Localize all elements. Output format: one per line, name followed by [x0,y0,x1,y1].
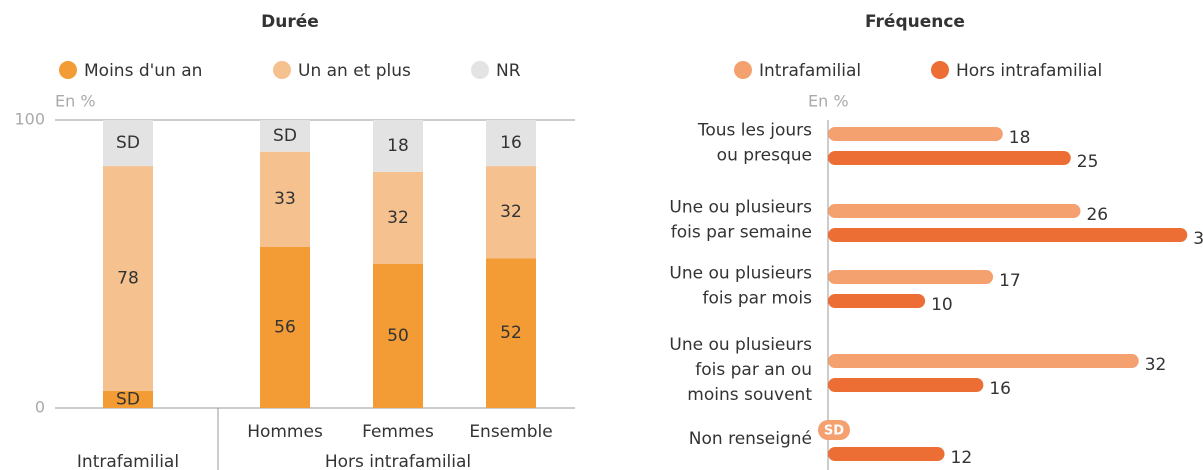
data-label: SD [824,424,844,439]
bar-segment [103,166,153,391]
data-label: 16 [989,379,1011,399]
bar [828,127,1003,141]
legend-label: Un an et plus [298,61,411,81]
data-label: 32 [387,208,409,228]
y-tick-label: moins souvent [687,385,812,405]
legend-marker [734,61,752,79]
data-label: 18 [387,136,409,156]
bar-segment [373,264,423,408]
data-label: 32 [500,202,522,222]
bar-segment [260,151,310,247]
data-label: 26 [1086,205,1108,225]
data-label: SD [273,126,297,146]
group-label: Intrafamilial [77,452,179,470]
bar [828,354,1139,368]
y-tick-label: Non renseigné [689,429,812,449]
y-tick-label: Une ou plusieurs [669,198,812,218]
data-label: 25 [1077,152,1099,172]
bar [828,447,945,461]
legend-marker [931,61,949,79]
data-label: 50 [387,326,409,346]
bar [828,228,1188,242]
badge [818,420,850,440]
y-tick-label: Tous les jours [697,121,812,141]
legend-label: Hors intrafamilial [956,61,1102,81]
bar-segment [486,120,536,167]
legend-label: Moins d'un an [84,61,202,81]
axis-label: En % [808,92,849,111]
y-tick-label: fois par semaine [671,223,812,243]
axis-label: En % [55,92,96,111]
x-tick-label: Hommes [247,422,323,442]
chart-title: Fréquence [865,12,965,32]
data-label: 17 [999,271,1021,291]
data-label: 37 [1193,229,1203,249]
data-label: 56 [274,317,296,337]
y-tick-label: Une ou plusieurs [669,335,812,355]
bar [828,378,984,392]
x-tick-label: Femmes [362,422,434,442]
data-label: 52 [500,323,522,343]
legend-marker [471,61,489,79]
x-tick-label: Ensemble [469,422,552,442]
legend-label: NR [496,61,521,81]
bar-segment [260,120,310,152]
legend-marker [59,61,77,79]
y-tick-label: fois par mois [702,289,812,309]
y-tick-label: 0 [35,398,45,417]
bar-segment [486,258,536,408]
data-label: 10 [931,295,953,315]
data-label: 78 [117,268,139,288]
data-label: 16 [500,133,522,153]
y-tick-label: Une ou plusieurs [669,264,812,284]
bar-segment [260,246,310,408]
data-label: SD [116,389,140,409]
bar-segment [486,166,536,259]
y-tick-label: 100 [14,110,45,129]
data-label: 18 [1009,128,1031,148]
bar [828,294,926,308]
bar-segment [103,390,153,408]
bar-segment [373,120,423,172]
bar [828,270,994,284]
data-label: 33 [274,189,296,209]
bar-segment [373,171,423,264]
bar [828,151,1071,165]
data-label: 12 [951,448,973,468]
y-tick-label: fois par an ou [695,360,812,380]
legend-label: Intrafamilial [759,61,861,81]
y-tick-label: ou presque [717,146,812,166]
legend-marker [273,61,291,79]
data-label: SD [116,133,140,153]
chart-title: Durée [261,12,319,32]
bar [828,204,1081,218]
group-label: Hors intrafamilial [325,452,471,470]
bar-segment [103,120,153,167]
data-label: 32 [1145,355,1167,375]
